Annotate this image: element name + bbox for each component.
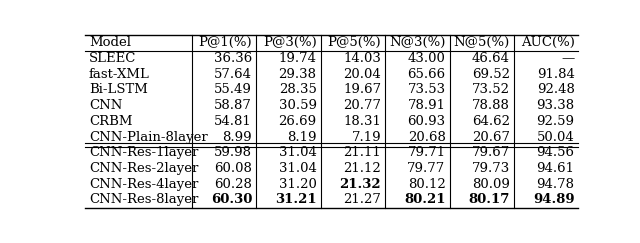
Text: 80.09: 80.09 <box>472 178 510 191</box>
Text: P@3(%): P@3(%) <box>263 36 317 49</box>
Text: 46.64: 46.64 <box>472 52 510 65</box>
Text: 26.69: 26.69 <box>278 115 317 128</box>
Text: Bi-LSTM: Bi-LSTM <box>89 83 148 96</box>
Text: P@5(%): P@5(%) <box>328 36 381 49</box>
Text: 58.87: 58.87 <box>214 99 252 112</box>
Text: 80.17: 80.17 <box>468 193 510 207</box>
Text: 31.04: 31.04 <box>278 146 317 159</box>
Text: 78.88: 78.88 <box>472 99 510 112</box>
Text: AUC(%): AUC(%) <box>520 36 575 49</box>
Text: —: — <box>561 52 575 65</box>
Text: P@1(%): P@1(%) <box>198 36 252 49</box>
Text: 60.08: 60.08 <box>214 162 252 175</box>
Text: 64.62: 64.62 <box>472 115 510 128</box>
Text: 21.27: 21.27 <box>343 193 381 207</box>
Text: 7.19: 7.19 <box>351 130 381 144</box>
Text: 21.11: 21.11 <box>343 146 381 159</box>
Text: 31.20: 31.20 <box>278 178 317 191</box>
Text: 8.99: 8.99 <box>223 130 252 144</box>
Text: 55.49: 55.49 <box>214 83 252 96</box>
Text: 73.52: 73.52 <box>472 83 510 96</box>
Text: 79.71: 79.71 <box>408 146 445 159</box>
Text: 20.67: 20.67 <box>472 130 510 144</box>
Text: 80.21: 80.21 <box>404 193 445 207</box>
Text: 78.91: 78.91 <box>408 99 445 112</box>
Text: 54.81: 54.81 <box>214 115 252 128</box>
Text: 79.73: 79.73 <box>472 162 510 175</box>
Text: 20.68: 20.68 <box>408 130 445 144</box>
Text: fast-XML: fast-XML <box>89 68 150 81</box>
Text: 20.04: 20.04 <box>343 68 381 81</box>
Text: 60.30: 60.30 <box>211 193 252 207</box>
Text: 69.52: 69.52 <box>472 68 510 81</box>
Text: CNN: CNN <box>89 99 122 112</box>
Text: 29.38: 29.38 <box>278 68 317 81</box>
Text: 94.56: 94.56 <box>536 146 575 159</box>
Text: 92.48: 92.48 <box>536 83 575 96</box>
Text: 79.77: 79.77 <box>407 162 445 175</box>
Text: SLEEC: SLEEC <box>89 52 136 65</box>
Text: 36.36: 36.36 <box>214 52 252 65</box>
Text: 59.98: 59.98 <box>214 146 252 159</box>
Text: CNN-Res-1layer: CNN-Res-1layer <box>89 146 198 159</box>
Text: 21.12: 21.12 <box>343 162 381 175</box>
Text: 43.00: 43.00 <box>408 52 445 65</box>
Text: 94.61: 94.61 <box>536 162 575 175</box>
Text: 30.59: 30.59 <box>278 99 317 112</box>
Text: 57.64: 57.64 <box>214 68 252 81</box>
Text: 8.19: 8.19 <box>287 130 317 144</box>
Text: 60.93: 60.93 <box>408 115 445 128</box>
Text: CRBM: CRBM <box>89 115 132 128</box>
Text: 60.28: 60.28 <box>214 178 252 191</box>
Text: 31.21: 31.21 <box>275 193 317 207</box>
Text: 79.67: 79.67 <box>472 146 510 159</box>
Text: 50.04: 50.04 <box>537 130 575 144</box>
Text: 19.67: 19.67 <box>343 83 381 96</box>
Text: 91.84: 91.84 <box>536 68 575 81</box>
Text: 14.03: 14.03 <box>343 52 381 65</box>
Text: 93.38: 93.38 <box>536 99 575 112</box>
Text: 20.77: 20.77 <box>343 99 381 112</box>
Text: 92.59: 92.59 <box>536 115 575 128</box>
Text: 94.89: 94.89 <box>533 193 575 207</box>
Text: 28.35: 28.35 <box>278 83 317 96</box>
Text: N@5(%): N@5(%) <box>454 36 510 49</box>
Text: 73.53: 73.53 <box>408 83 445 96</box>
Text: CNN-Res-2layer: CNN-Res-2layer <box>89 162 198 175</box>
Text: 31.04: 31.04 <box>278 162 317 175</box>
Text: 19.74: 19.74 <box>278 52 317 65</box>
Text: CNN-Plain-8layer: CNN-Plain-8layer <box>89 130 207 144</box>
Text: Model: Model <box>89 36 131 49</box>
Text: CNN-Res-8layer: CNN-Res-8layer <box>89 193 198 207</box>
Text: 65.66: 65.66 <box>408 68 445 81</box>
Text: 18.31: 18.31 <box>343 115 381 128</box>
Text: N@3(%): N@3(%) <box>389 36 445 49</box>
Text: 94.78: 94.78 <box>536 178 575 191</box>
Text: 80.12: 80.12 <box>408 178 445 191</box>
Text: 21.32: 21.32 <box>339 178 381 191</box>
Text: CNN-Res-4layer: CNN-Res-4layer <box>89 178 198 191</box>
